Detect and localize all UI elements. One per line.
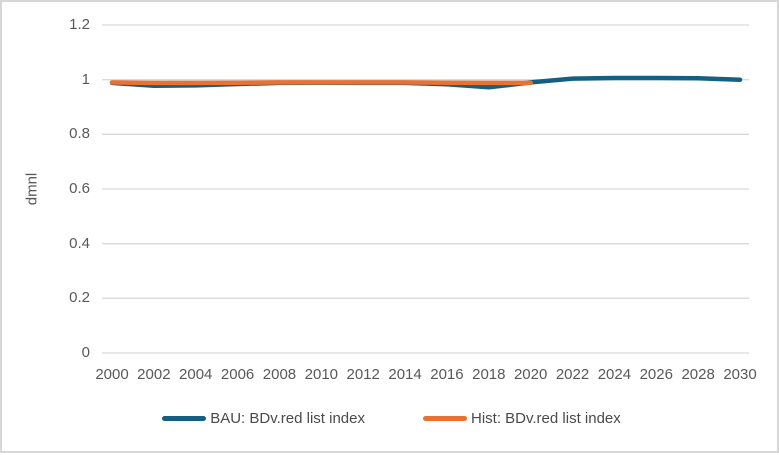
x-tick-label: 2014 [388,366,422,383]
y-tick-label: 0 [81,344,90,361]
x-tick-label: 2020 [513,366,548,383]
x-tick-label: 2022 [555,366,590,383]
x-tick-label: 2026 [639,366,673,383]
y-tick-label: 0.2 [69,289,90,307]
legend-item-hist: Hist: BDv.red list index [423,410,621,427]
x-tick-label: 2000 [95,366,129,383]
x-tick-label: 2016 [430,366,464,383]
x-tick-label: 2012 [346,366,380,383]
y-tick-label: 1.2 [69,16,90,33]
x-tick-label: 2004 [179,366,213,383]
hist-line-swatch-icon [423,416,467,421]
x-tick-label: 2024 [597,366,632,383]
legend-label-bau: BAU: BDv.red list index [210,410,365,427]
legend-label-hist: Hist: BDv.red list index [471,410,621,427]
y-axis-title: dmnl [23,172,41,206]
legend-item-bau: BAU: BDv.red list index [162,410,365,427]
bau-line-swatch-icon [162,416,207,421]
x-tick-label: 2002 [137,366,171,383]
y-tick-label: 0.8 [69,125,90,143]
series-line-1 [109,80,533,86]
y-tick-label: 1 [81,70,90,88]
x-tick-label: 2010 [304,366,339,383]
x-tick-label: 2006 [220,366,255,383]
x-tick-label: 2028 [681,366,715,383]
y-tick-label: 0.4 [69,234,90,252]
x-tick-label: 2018 [472,366,506,383]
x-tick-label: 2008 [262,366,297,383]
x-tick-label: 2030 [723,366,757,383]
y-tick-label: 0.6 [69,180,90,197]
chart-legend: BAU: BDv.red list index Hist: BDv.red li… [2,410,779,427]
